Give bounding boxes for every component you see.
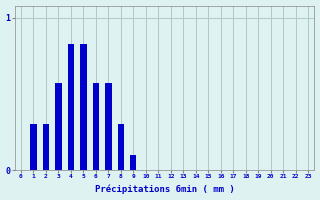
Bar [80, 44, 86, 170]
Bar [30, 124, 36, 170]
Bar [93, 83, 99, 170]
Bar [130, 155, 137, 170]
Bar [55, 83, 61, 170]
X-axis label: Précipitations 6min ( mm ): Précipitations 6min ( mm ) [95, 185, 235, 194]
Bar [68, 44, 74, 170]
Bar [105, 83, 111, 170]
Bar [43, 124, 49, 170]
Bar [118, 124, 124, 170]
